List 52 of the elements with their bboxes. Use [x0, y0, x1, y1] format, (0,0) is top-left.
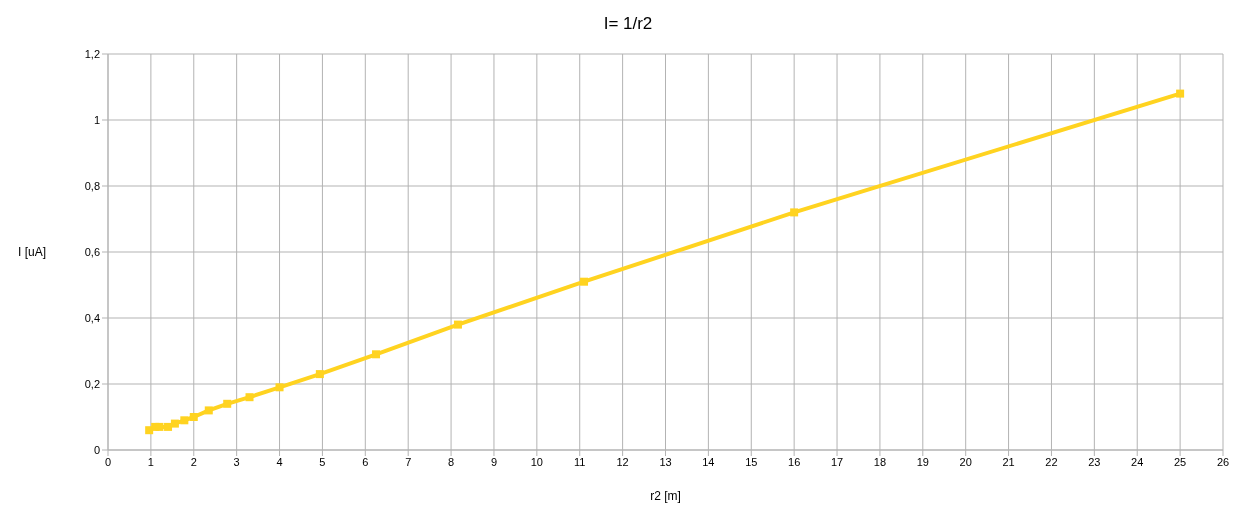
point	[170, 419, 179, 428]
point	[180, 416, 189, 425]
x-tick-label: 16	[788, 455, 801, 468]
x-tick-label: 26	[1216, 455, 1230, 468]
point	[453, 320, 462, 329]
x-tick-label: 15	[745, 455, 758, 468]
y-tick-label: 1	[93, 113, 100, 126]
x-axis-title: r2 [m]	[650, 489, 681, 503]
point	[189, 413, 198, 421]
y-tick-label: 0	[93, 443, 100, 456]
x-tick-label: 24	[1131, 455, 1144, 468]
y-tick-label: 0,8	[84, 179, 100, 192]
x-tick-label: 3	[233, 455, 240, 468]
x-tick-label: 18	[873, 455, 887, 468]
x-tick-label: 14	[702, 455, 715, 468]
point	[223, 399, 232, 408]
point	[790, 208, 799, 217]
x-tick-label: 8	[448, 455, 455, 468]
y-tick-label: 0,4	[84, 311, 100, 324]
x-tick-label: 4	[276, 455, 283, 468]
x-tick-label: 12	[616, 455, 629, 468]
point	[275, 383, 284, 392]
x-tick-label: 0	[104, 455, 112, 468]
x-tick-label: 22	[1045, 455, 1058, 468]
y-tick-label: 0,2	[84, 377, 100, 390]
point	[245, 393, 254, 402]
point	[580, 277, 589, 286]
x-tick-label: 10	[530, 455, 543, 468]
x-tick-label: 13	[659, 455, 672, 468]
y-tick-label: 1,2	[84, 47, 100, 60]
point	[155, 422, 164, 431]
point	[164, 422, 173, 431]
point	[315, 370, 324, 379]
x-tick-label: 23	[1088, 455, 1101, 468]
chart-title: I= 1/r2	[602, 14, 654, 35]
x-tick-label: 6	[362, 455, 369, 468]
x-tick-label: 7	[405, 455, 412, 468]
x-tick-label: 11	[574, 455, 586, 468]
x-tick-label: 1	[147, 455, 154, 468]
x-tick-label: 20	[959, 455, 972, 468]
y-tick-label: 0,6	[84, 245, 100, 258]
y-axis-title: I [uA]	[18, 245, 47, 260]
x-tick-label: 5	[319, 455, 326, 468]
point	[204, 406, 213, 415]
x-tick-label: 9	[490, 455, 498, 468]
x-tick-label: 21	[1002, 455, 1015, 468]
x-tick-label: 25	[1173, 455, 1187, 468]
x-tick-label: 2	[190, 455, 197, 468]
point	[372, 350, 381, 359]
x-tick-label: 17	[830, 455, 844, 468]
point	[1176, 89, 1185, 98]
x-tick-label: 19	[916, 455, 929, 468]
